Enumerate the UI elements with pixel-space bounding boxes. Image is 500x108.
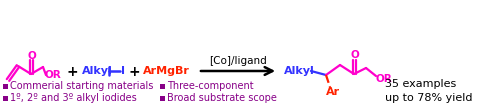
Text: Commerial starting materials: Commerial starting materials [10, 81, 154, 91]
FancyBboxPatch shape [160, 95, 165, 101]
Text: OR: OR [44, 70, 62, 80]
Text: O: O [28, 51, 36, 61]
Text: [Co]/ligand: [Co]/ligand [209, 56, 267, 66]
FancyBboxPatch shape [3, 95, 8, 101]
Text: Three-component: Three-component [167, 81, 254, 91]
Text: up to 78% yield: up to 78% yield [385, 93, 472, 103]
Text: Alkyl: Alkyl [284, 66, 315, 76]
Text: Alkyl: Alkyl [82, 66, 113, 76]
Text: +: + [66, 65, 78, 79]
Text: Broad substrate scope: Broad substrate scope [167, 93, 277, 103]
FancyBboxPatch shape [3, 83, 8, 88]
Text: Ar: Ar [326, 87, 340, 97]
Text: 1º, 2º and 3º alkyl iodides: 1º, 2º and 3º alkyl iodides [10, 93, 137, 103]
Text: OR: OR [376, 74, 392, 84]
Text: ArMgBr: ArMgBr [143, 66, 190, 76]
Text: 35 examples: 35 examples [385, 79, 456, 89]
Text: O: O [350, 50, 360, 60]
Text: +: + [128, 65, 140, 79]
FancyBboxPatch shape [160, 83, 165, 88]
Text: I: I [121, 66, 125, 76]
